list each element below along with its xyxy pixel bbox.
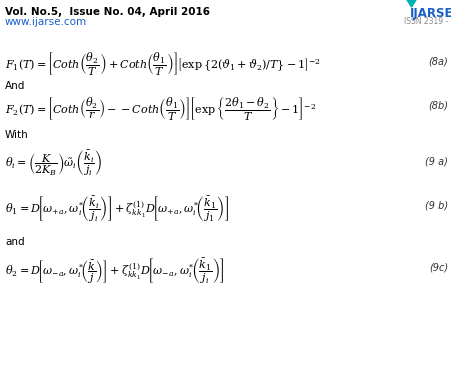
Text: www.ijarse.com: www.ijarse.com bbox=[5, 17, 87, 27]
Text: (9 b): (9 b) bbox=[424, 200, 447, 210]
Text: (8a): (8a) bbox=[427, 56, 447, 66]
Text: And: And bbox=[5, 81, 25, 91]
Text: and: and bbox=[5, 237, 24, 247]
Text: $F_1(T) = \left[Coth\left(\dfrac{\theta_2}{T}\right) + Coth\left(\dfrac{\theta_1: $F_1(T) = \left[Coth\left(\dfrac{\theta_… bbox=[5, 50, 320, 77]
Text: Vol. No.5,  Issue No. 04, April 2016: Vol. No.5, Issue No. 04, April 2016 bbox=[5, 7, 210, 17]
Text: IJARSE: IJARSE bbox=[410, 7, 451, 20]
Text: ISSN 2319 - 83: ISSN 2319 - 83 bbox=[403, 17, 451, 26]
Text: (9c): (9c) bbox=[428, 262, 447, 272]
Text: $F_2(T) = \left[Coth\left(\dfrac{\theta_2}{r}\right) - -Coth\left(\dfrac{\theta_: $F_2(T) = \left[Coth\left(\dfrac{\theta_… bbox=[5, 95, 316, 122]
Text: $\theta_i = \left(\dfrac{K}{2K_B}\right)\tilde{\omega}_i\left(\dfrac{\bar{k}_i}{: $\theta_i = \left(\dfrac{K}{2K_B}\right)… bbox=[5, 149, 102, 178]
Text: $\theta_1 = D\!\left[\omega_{+a},\omega_i^{*}\!\left(\dfrac{\bar{k}_i}{j_i}\righ: $\theta_1 = D\!\left[\omega_{+a},\omega_… bbox=[5, 195, 229, 224]
Polygon shape bbox=[406, 0, 415, 7]
Text: $\theta_2 = D\!\left[\omega_{-a},\omega_i^{*}\!\left(\dfrac{\bar{k}}{j}\right)\r: $\theta_2 = D\!\left[\omega_{-a},\omega_… bbox=[5, 257, 224, 287]
Text: With: With bbox=[5, 130, 29, 140]
Text: (9 a): (9 a) bbox=[424, 157, 447, 167]
Text: (8b): (8b) bbox=[427, 100, 447, 110]
